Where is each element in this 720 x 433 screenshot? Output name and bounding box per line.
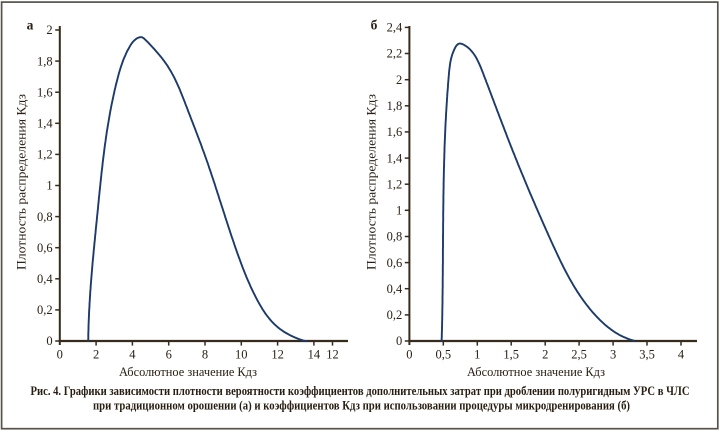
svg-text:0,4: 0,4 — [387, 282, 403, 296]
svg-text:1,6: 1,6 — [37, 85, 53, 99]
svg-text:Рис. 4. Графики зависимости пл: Рис. 4. Графики зависимости плотности ве… — [31, 383, 690, 398]
svg-text:1,5: 1,5 — [503, 347, 519, 361]
svg-text:б: б — [371, 18, 378, 33]
svg-text:0,8: 0,8 — [37, 210, 53, 224]
svg-text:0,2: 0,2 — [387, 308, 403, 322]
svg-text:1,4: 1,4 — [37, 117, 53, 131]
svg-text:6: 6 — [166, 347, 172, 361]
svg-text:1: 1 — [46, 179, 52, 193]
svg-text:0,6: 0,6 — [387, 256, 403, 270]
svg-text:при традиционном орошении (а): при традиционном орошении (а) и коэффици… — [93, 397, 630, 412]
svg-text:0: 0 — [406, 347, 412, 361]
svg-text:14: 14 — [308, 347, 321, 361]
svg-text:4: 4 — [129, 347, 136, 361]
svg-text:8: 8 — [202, 347, 208, 361]
svg-text:2,5: 2,5 — [571, 347, 587, 361]
svg-text:Плотность распределения Кдз: Плотность распределения Кдз — [15, 94, 29, 270]
svg-text:0,8: 0,8 — [387, 230, 403, 244]
svg-text:1,6: 1,6 — [387, 125, 403, 139]
svg-text:Абсолютное значение Кдз: Абсолютное значение Кдз — [119, 364, 257, 379]
svg-text:0,2: 0,2 — [37, 303, 53, 317]
svg-text:1,8: 1,8 — [387, 99, 403, 113]
svg-text:2: 2 — [46, 23, 52, 37]
svg-text:2: 2 — [396, 73, 402, 87]
svg-text:4: 4 — [678, 347, 685, 361]
svg-text:а: а — [27, 18, 34, 33]
svg-text:0: 0 — [396, 334, 402, 348]
svg-text:1: 1 — [474, 347, 480, 361]
svg-text:Плотность распределения Кдз: Плотность распределения Кдз — [365, 94, 379, 270]
svg-text:12: 12 — [326, 347, 339, 361]
svg-text:12: 12 — [271, 347, 284, 361]
svg-text:3,5: 3,5 — [639, 347, 655, 361]
svg-text:0,6: 0,6 — [37, 241, 53, 255]
svg-text:0: 0 — [57, 347, 63, 361]
svg-text:2: 2 — [542, 347, 548, 361]
svg-text:2,4: 2,4 — [387, 21, 403, 35]
svg-text:1,8: 1,8 — [37, 54, 53, 68]
svg-text:Абсолютное значение Кдз: Абсолютное значение Кдз — [467, 364, 605, 379]
svg-text:2,2: 2,2 — [387, 47, 403, 61]
svg-text:1: 1 — [396, 204, 402, 218]
svg-text:10: 10 — [235, 347, 248, 361]
svg-text:2: 2 — [93, 347, 99, 361]
svg-text:0,5: 0,5 — [435, 347, 451, 361]
svg-text:0,4: 0,4 — [37, 272, 53, 286]
svg-text:0: 0 — [46, 334, 52, 348]
svg-text:1,2: 1,2 — [387, 177, 403, 191]
svg-text:1,2: 1,2 — [37, 148, 53, 162]
svg-text:1,4: 1,4 — [387, 151, 403, 165]
svg-text:3: 3 — [610, 347, 616, 361]
